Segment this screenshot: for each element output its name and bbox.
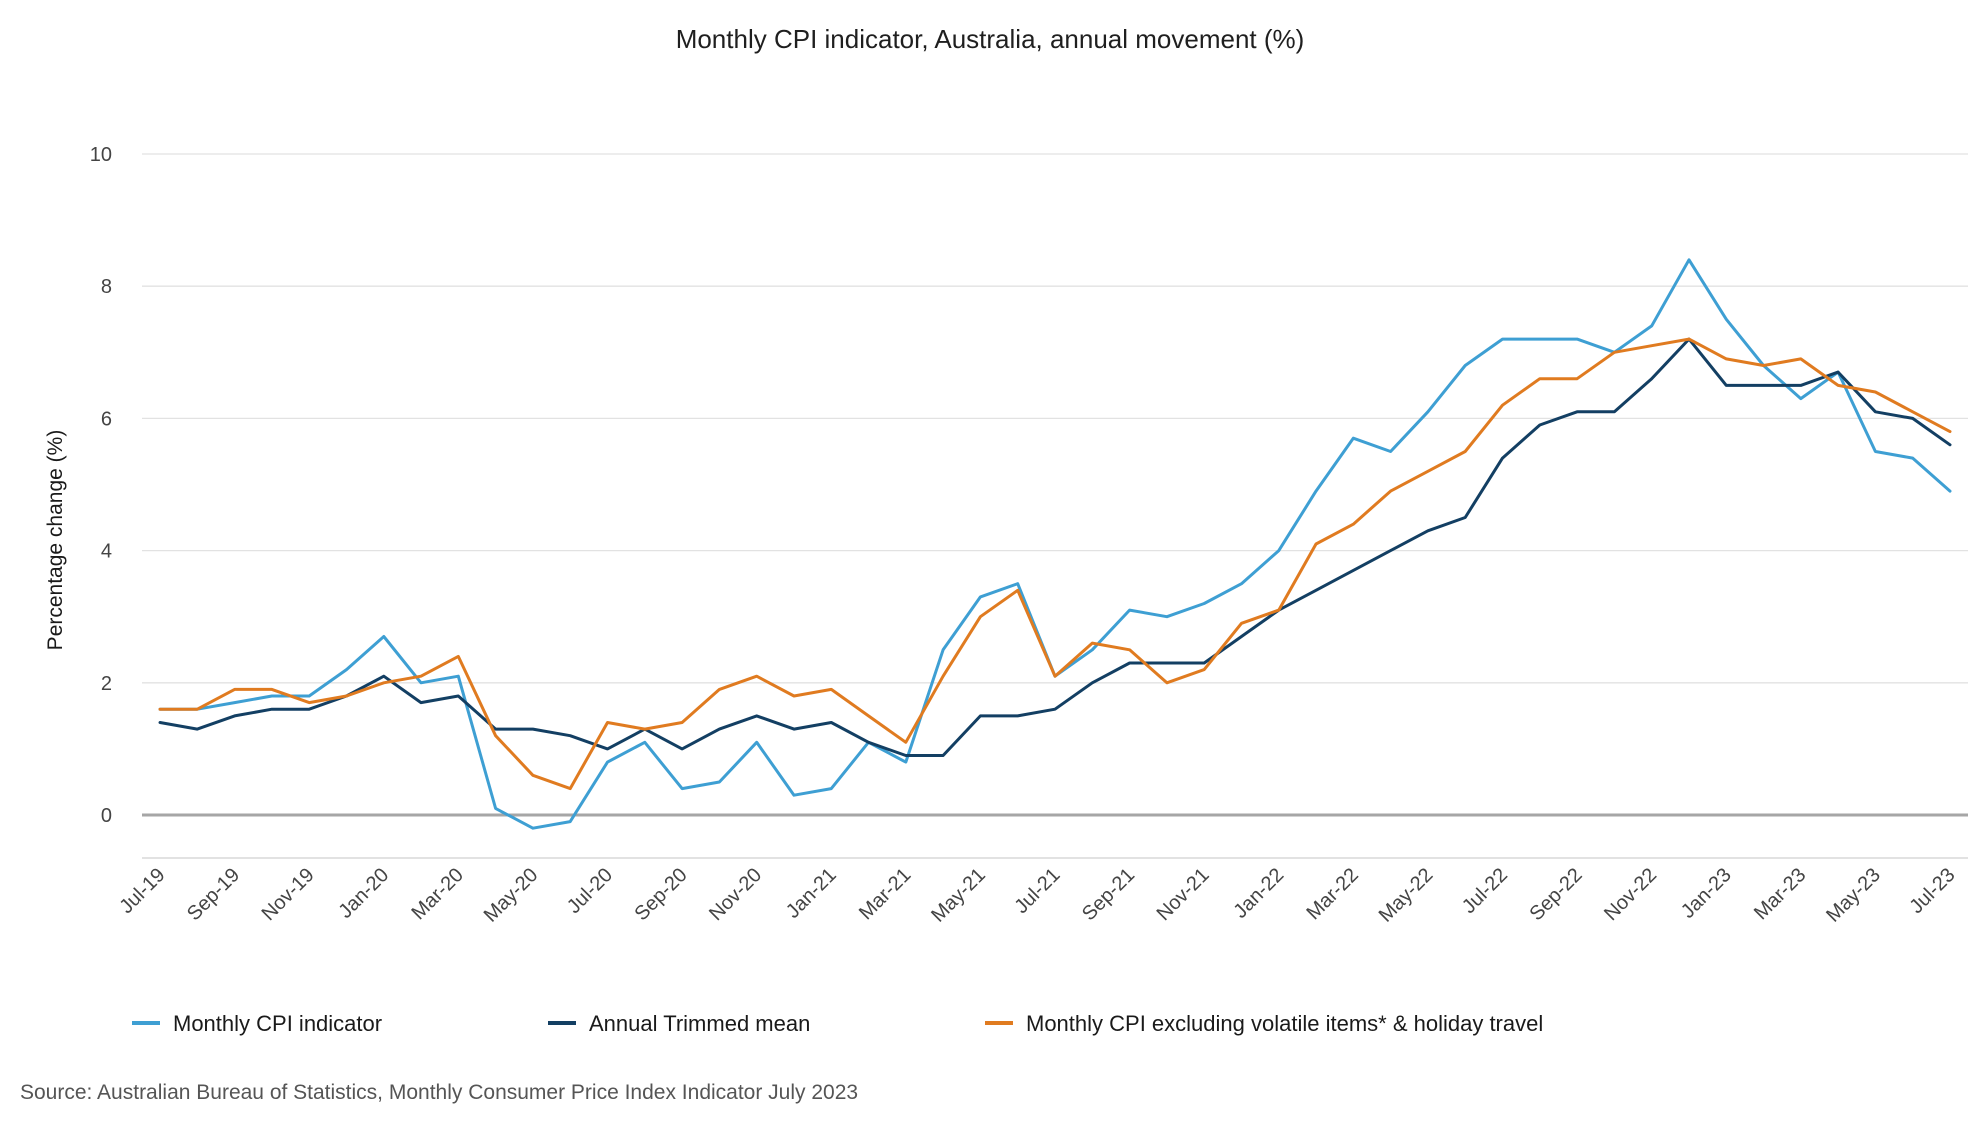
x-tick-label: Jul-20 (563, 864, 617, 918)
x-tick-label: May-20 (480, 864, 543, 927)
x-tick-label: Sep-20 (630, 864, 691, 925)
x-tick-label: Nov-21 (1153, 864, 1214, 925)
source-note: Source: Australian Bureau of Statistics,… (20, 1081, 858, 1104)
y-tick-label: 6 (101, 408, 112, 430)
x-tick-label: Mar-21 (855, 864, 915, 924)
x-tick-label: Sep-21 (1078, 864, 1139, 925)
x-tick-label: Jan-21 (782, 864, 841, 923)
x-tick-label: Mar-20 (408, 864, 468, 924)
x-tick-label: May-23 (1822, 864, 1885, 927)
legend-label: Monthly CPI excluding volatile items* & … (1026, 1011, 1543, 1036)
x-tick-label: Jul-23 (1905, 864, 1959, 918)
x-tick-label: Mar-23 (1750, 864, 1810, 924)
x-tick-label: Nov-19 (258, 864, 319, 925)
x-tick-label: Jul-22 (1458, 864, 1512, 918)
y-tick-label: 10 (90, 144, 112, 166)
x-tick-label: Jan-23 (1677, 864, 1736, 923)
x-tick-label: Mar-22 (1303, 864, 1363, 924)
y-tick-label: 2 (101, 673, 112, 695)
chart-title: Monthly CPI indicator, Australia, annual… (676, 24, 1305, 54)
y-tick-labels: 0 2 4 6 8 10 (90, 144, 112, 827)
legend: Monthly CPI indicator Annual Trimmed mean… (132, 1011, 1543, 1036)
y-tick-label: 8 (101, 276, 112, 298)
x-tick-label: Nov-22 (1600, 864, 1661, 925)
x-tick-label: Sep-19 (183, 864, 244, 925)
data-series (158, 258, 1952, 830)
x-tick-label: May-22 (1375, 864, 1438, 927)
x-tick-labels: Jul-19 Sep-19 Nov-19 Jan-20 Mar-20 May-20 Jul-… (115, 864, 1959, 927)
x-tick-label: May-21 (927, 864, 990, 927)
y-gridlines (142, 153, 1968, 859)
series-line-3 (158, 337, 1952, 791)
series-line-2 (158, 337, 1952, 757)
x-tick-label: Jan-20 (334, 864, 393, 923)
x-tick-label: Sep-22 (1525, 864, 1586, 925)
y-axis-title: Percentage change (%) (44, 430, 67, 651)
y-tick-label: 4 (101, 541, 112, 563)
legend-label: Annual Trimmed mean (589, 1011, 810, 1036)
x-tick-label: Jan-22 (1229, 864, 1288, 923)
x-tick-label: Jul-21 (1010, 864, 1064, 918)
y-tick-label: 0 (101, 805, 112, 827)
legend-label: Monthly CPI indicator (173, 1011, 382, 1036)
x-tick-label: Jul-19 (115, 864, 169, 918)
x-tick-label: Nov-20 (705, 864, 766, 925)
